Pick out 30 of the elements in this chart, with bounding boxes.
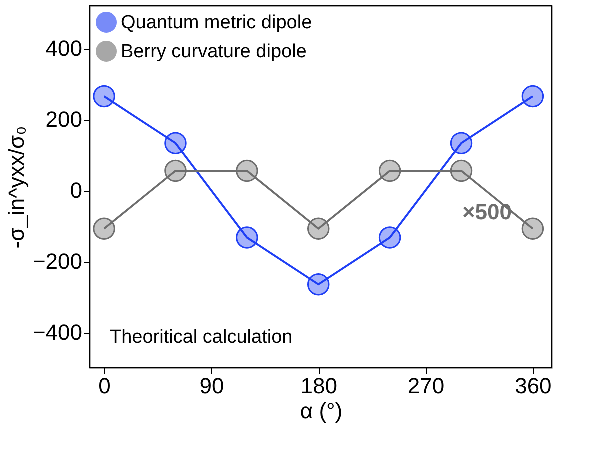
annotation: ×500 [462,199,512,224]
point [308,218,330,240]
x-tick-label: 0 [98,374,111,398]
point [450,160,473,182]
x-tick-label: 90 [200,374,224,398]
point [93,85,116,108]
point [93,218,116,240]
point [164,160,187,182]
y-tick-label: −400 [32,320,82,346]
x-tick-label: 180 [300,374,338,398]
point [522,218,544,240]
legend-label: Berry curvature dipole [121,42,307,62]
y-axis-title: -σ_in^yxx/σ₀ [4,126,29,249]
x-tick-label: 270 [408,374,445,398]
y-tick-label: 0 [70,178,82,204]
point [164,132,187,154]
x-tick-label: 360 [515,374,552,398]
point [308,274,330,296]
point [450,132,473,154]
point [522,85,544,108]
x-axis-title: α (°) [300,398,343,424]
point [378,226,402,249]
y-tick-label: 200 [46,107,82,132]
point [236,226,258,249]
legend-label: Quantum metric dipole [121,12,312,34]
point [378,160,402,182]
point [236,160,258,182]
y-tick-label: −200 [32,249,82,274]
y-tick-label: 400 [46,36,82,62]
annotation: Theoritical calculation [110,327,293,348]
